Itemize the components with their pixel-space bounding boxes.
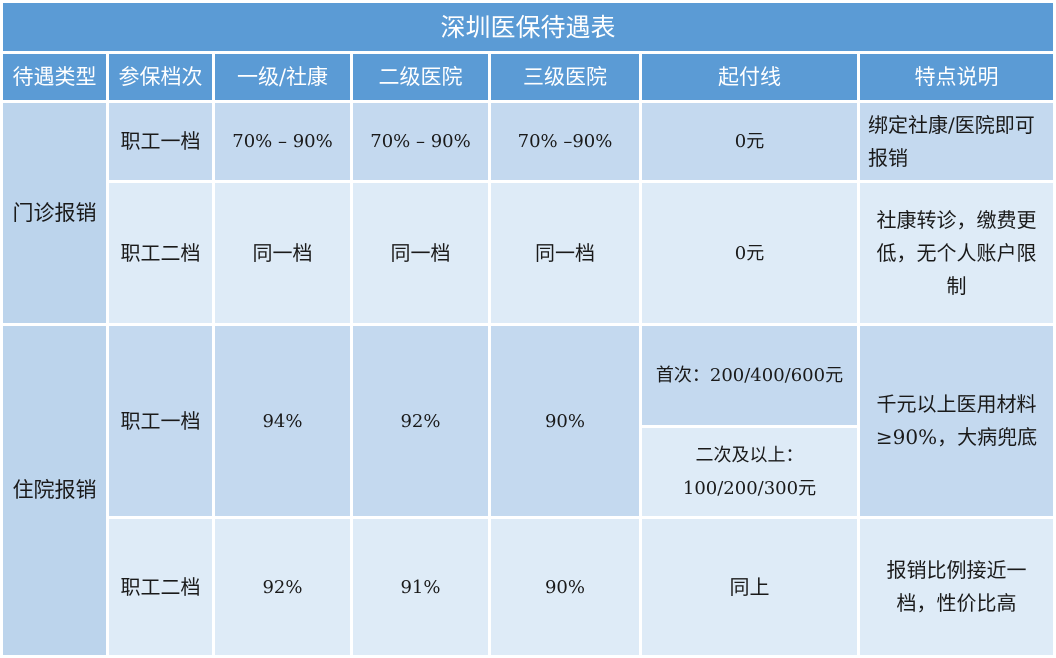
header-type: 待遇类型 [3, 54, 106, 100]
table-row: 门诊报销 职工一档 70% – 90% 70% – 90% 70% –90% 0… [3, 102, 1054, 324]
table-row: 职工二档 92% 91% 90% 同上 报销比例接近一档，性价比高 [3, 519, 1054, 655]
header-level2: 二级医院 [353, 54, 488, 100]
table-row: 职工二档 同一档 同一档 同一档 0元 社康转诊，缴费更低，无个人账户限制 [3, 183, 1054, 324]
deductible-first-cell: 首次：200/400/600元 [642, 326, 857, 426]
header-deductible: 起付线 [642, 54, 857, 100]
category-outpatient: 门诊报销 [3, 102, 106, 324]
header-tier: 参保档次 [109, 54, 212, 100]
deductible-second-cell: 二次及以上：100/200/300元 [642, 428, 857, 517]
level2-cell: 91% [353, 519, 488, 655]
table-row: 二次及以上：100/200/300元 [3, 428, 1053, 517]
level1-cell: 同一档 [215, 183, 350, 324]
level3-cell: 90% [491, 519, 639, 655]
header-note: 特点说明 [860, 54, 1054, 100]
note-cell: 千元以上医用材料≥90%，大病兜底 [860, 326, 1054, 517]
table-title: 深圳医保待遇表 [3, 3, 1054, 52]
level3-cell: 90% [491, 326, 639, 517]
deductible-cell: 0元 [642, 102, 857, 181]
tier-cell: 职工二档 [109, 183, 212, 324]
title-row: 深圳医保待遇表 [3, 3, 1054, 52]
table-row: 住院报销 职工一档 94% 92% 90% 首次：200/400/600元 千元… [3, 326, 1054, 655]
note-cell: 社康转诊，缴费更低，无个人账户限制 [860, 183, 1054, 324]
tier-cell: 职工一档 [109, 102, 212, 181]
deductible-cell: 同上 [642, 519, 857, 655]
level2-cell: 92% [353, 326, 488, 517]
level3-cell: 70% –90% [491, 102, 639, 181]
level2-cell: 70% – 90% [353, 102, 488, 181]
header-row: 待遇类型 参保档次 一级/社康 二级医院 三级医院 起付线 特点说明 [3, 54, 1054, 100]
header-level3: 三级医院 [491, 54, 639, 100]
deductible-cell: 0元 [642, 183, 857, 324]
level1-cell: 92% [215, 519, 350, 655]
tier-cell: 职工一档 [109, 326, 212, 517]
header-level1: 一级/社康 [215, 54, 350, 100]
level3-cell: 同一档 [491, 183, 639, 324]
level2-cell: 同一档 [353, 183, 488, 324]
level1-cell: 94% [215, 326, 350, 517]
category-inpatient: 住院报销 [3, 326, 106, 655]
note-cell: 绑定社康/医院即可报销 [860, 102, 1054, 181]
level1-cell: 70% – 90% [215, 102, 350, 181]
note-cell: 报销比例接近一档，性价比高 [860, 519, 1054, 655]
tier-cell: 职工二档 [109, 519, 212, 655]
